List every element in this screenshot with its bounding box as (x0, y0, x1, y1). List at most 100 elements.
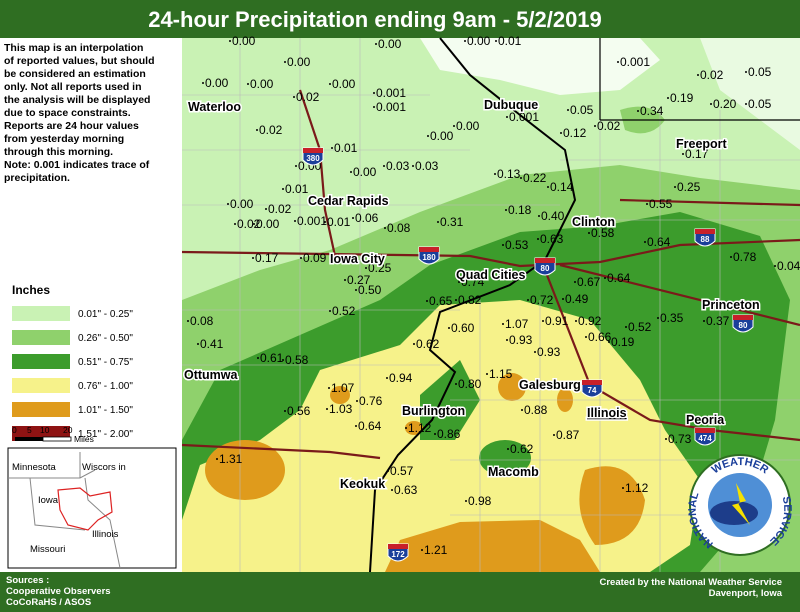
station-value: 0.57 (390, 464, 414, 478)
station-value: 0.08 (387, 221, 411, 235)
precip-zone (385, 520, 600, 572)
scale-tick: 0 (12, 425, 17, 435)
station-dot (386, 377, 388, 379)
station-dot (427, 135, 429, 137)
station-value: 0.00 (467, 34, 491, 48)
station-value: 0.17 (685, 147, 709, 161)
legend-swatch (12, 402, 70, 417)
station-dot (405, 427, 407, 429)
description-line: be considered an estimation (4, 68, 146, 80)
station-value: 1.15 (489, 367, 513, 381)
station-value: 0.02 (237, 217, 261, 231)
highway-shield-top (695, 229, 715, 234)
station-value: 0.001 (509, 110, 539, 124)
station-value: 0.74 (461, 275, 485, 289)
station-dot (293, 96, 295, 98)
station-dot (326, 408, 328, 410)
station-dot (229, 40, 231, 42)
scale-tick: 10 (40, 425, 50, 435)
station-dot (506, 339, 508, 341)
description-line: from yesterday morning (4, 133, 124, 145)
station-value: 0.22 (523, 171, 547, 185)
station-dot (455, 383, 457, 385)
station-value: 0.19 (611, 335, 635, 349)
station-dot (434, 433, 436, 435)
station-dot (588, 232, 590, 234)
description-line: only. Not all reports used in (4, 81, 142, 93)
precip-zone (579, 466, 645, 545)
station-dot (365, 267, 367, 269)
station-value: 0.62 (510, 442, 534, 456)
station-dot (542, 320, 544, 322)
station-dot (391, 489, 393, 491)
inset-map: Minnesota Wiscors in Iowa Illinois Missouri (7, 447, 177, 569)
station-value: 0.87 (556, 428, 580, 442)
station-value: 0.60 (451, 321, 475, 335)
station-dot (505, 209, 507, 211)
station-value: 0.53 (505, 238, 529, 252)
title-bar (0, 0, 800, 38)
station-dot (507, 448, 509, 450)
station-dot (387, 470, 389, 472)
station-value: 0.01 (334, 141, 358, 155)
station-value: 0.37 (706, 314, 730, 328)
station-value: 0.05 (570, 103, 594, 117)
station-value: 0.03 (415, 159, 439, 173)
highway-number: 380 (306, 154, 320, 163)
city-label: Keokuk (340, 477, 385, 491)
station-value: 0.17 (255, 251, 279, 265)
station-value: 0.08 (190, 314, 214, 328)
city-label: Waterloo (188, 100, 241, 114)
station-dot (227, 203, 229, 205)
station-dot (455, 299, 457, 301)
station-dot (256, 129, 258, 131)
station-dot (324, 221, 326, 223)
station-value: 0.05 (748, 65, 772, 79)
station-value: 0.13 (497, 167, 521, 181)
highway-number: 80 (739, 321, 748, 330)
highway-number: 80 (541, 264, 550, 273)
station-value: 0.02 (700, 68, 724, 82)
city-label: Princeton (702, 298, 760, 312)
precip-zone (479, 440, 531, 476)
station-value: 0.93 (537, 345, 561, 359)
scale-bar (15, 437, 43, 441)
legend-swatch (12, 354, 70, 369)
station-dot (464, 40, 466, 42)
station-dot (202, 82, 204, 84)
station-dot (265, 208, 267, 210)
station-dot (625, 326, 627, 328)
description-line: the analysis will be displayed (4, 94, 150, 106)
station-value: 0.00 (332, 77, 356, 91)
station-dot (253, 223, 255, 225)
station-value: 0.19 (670, 91, 694, 105)
station-value: 0.00 (250, 77, 274, 91)
station-dot (574, 281, 576, 283)
station-value: 1.07 (505, 317, 529, 331)
station-dot (745, 103, 747, 105)
station-value: 0.88 (524, 403, 548, 417)
footer-source: Cooperative Observers (6, 586, 111, 597)
map-area (181, 37, 800, 573)
station-value: 0.52 (332, 304, 356, 318)
station-dot (575, 320, 577, 322)
description-line: Note: 0.001 indicates trace of (4, 159, 150, 171)
station-dot (730, 256, 732, 258)
station-dot (506, 116, 508, 118)
station-value: 1.07 (331, 381, 355, 395)
station-value: 1.12 (625, 481, 649, 495)
station-dot (567, 109, 569, 111)
station-value: 0.00 (232, 34, 256, 48)
highway-number: 172 (391, 550, 405, 559)
station-dot (502, 323, 504, 325)
station-dot (373, 92, 375, 94)
station-value: 0.00 (205, 76, 229, 90)
station-dot (356, 400, 358, 402)
precip-zone (330, 386, 350, 404)
station-dot (421, 549, 423, 551)
station-dot (352, 217, 354, 219)
station-value: 0.18 (508, 203, 532, 217)
station-dot (637, 110, 639, 112)
highway-number: 74 (588, 386, 597, 395)
